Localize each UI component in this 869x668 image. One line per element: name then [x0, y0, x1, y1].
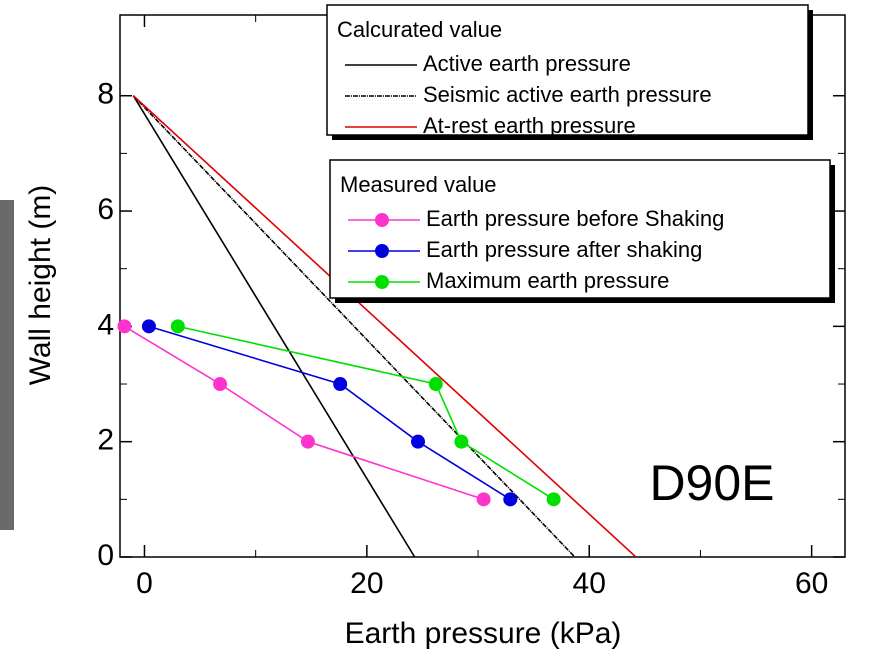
legend-box — [329, 159, 831, 299]
series-line — [132, 95, 637, 558]
data-point — [428, 377, 443, 392]
legend-label: Earth pressure after shaking — [426, 237, 702, 262]
y-axis-label: Wall height (m) — [24, 185, 57, 386]
series-line — [132, 95, 416, 558]
legend-box — [326, 4, 809, 136]
annotation: D90E — [649, 455, 774, 511]
legend-marker — [375, 213, 389, 227]
data-point — [454, 434, 469, 449]
legend-label: Active earth pressure — [423, 51, 631, 76]
y-tick-label: 4 — [97, 308, 114, 341]
data-point — [546, 492, 561, 507]
legend-title: Calcurated value — [337, 17, 502, 42]
data-point — [117, 319, 132, 334]
legend-marker — [375, 244, 389, 258]
series-line — [148, 325, 511, 501]
series-line — [132, 95, 576, 558]
legend-title: Measured value — [340, 172, 497, 197]
x-tick-label: 60 — [795, 567, 828, 600]
data-point — [300, 434, 315, 449]
series-line — [124, 325, 484, 501]
x-axis-label: Earth pressure (kPa) — [345, 617, 622, 650]
legend-label: At-rest earth pressure — [423, 113, 636, 138]
data-point — [170, 319, 185, 334]
y-tick-label: 0 — [97, 539, 114, 572]
photo-fragment — [0, 200, 14, 530]
legend-label: Maximum earth pressure — [426, 268, 669, 293]
x-tick-label: 40 — [573, 567, 606, 600]
legend-label: Earth pressure before Shaking — [426, 206, 724, 231]
legend-marker — [375, 275, 389, 289]
data-point — [213, 377, 228, 392]
y-tick-label: 8 — [97, 78, 114, 111]
data-point — [411, 434, 426, 449]
y-tick-label: 2 — [97, 424, 114, 457]
x-tick-label: 20 — [350, 567, 383, 600]
data-point — [141, 319, 156, 334]
y-tick-label: 6 — [97, 193, 114, 226]
legend-label: Seismic active earth pressure — [423, 82, 712, 107]
x-tick-label: 0 — [136, 567, 153, 600]
data-point — [333, 377, 348, 392]
data-point — [476, 492, 491, 507]
data-point — [503, 492, 518, 507]
series-line — [177, 325, 555, 501]
